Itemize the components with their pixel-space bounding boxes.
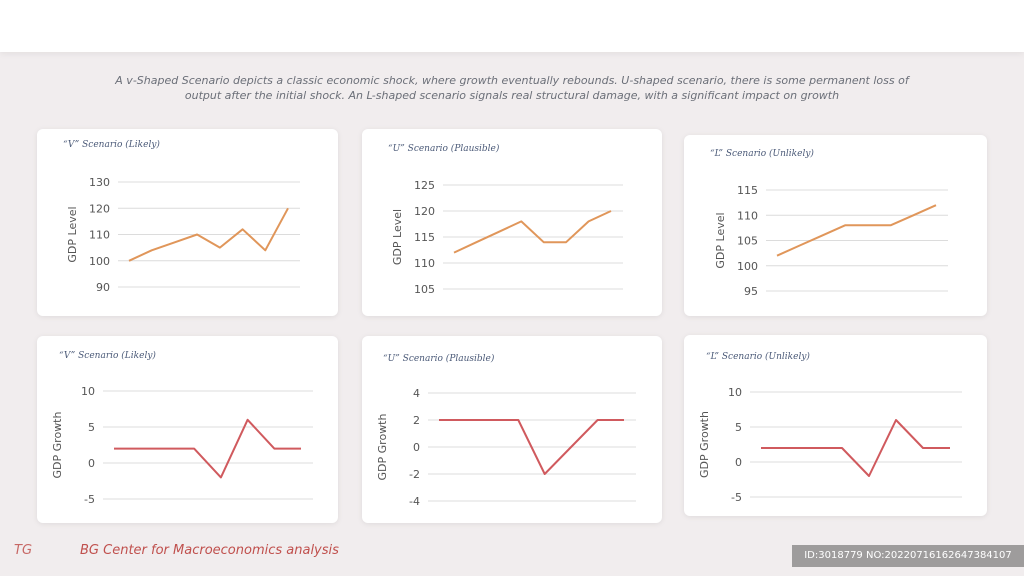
y-axis-label: GDP Growth [376,414,389,481]
y-tick-label: 125 [414,179,435,192]
series-line [453,210,612,254]
y-tick-label: 10 [81,385,95,398]
chart-title: “U” Scenario (Plausible) [383,354,495,364]
y-tick-label: 105 [414,283,435,296]
footer-prefix: TG [14,543,33,558]
y-tick-label: 110 [89,229,110,242]
y-tick-label: 5 [735,421,742,434]
chart-title: “V” Scenario (Likely) [63,140,160,150]
series-line [114,418,301,479]
y-tick-label: -5 [84,493,95,506]
y-tick-label: 100 [737,260,758,273]
line-chart: 90 100 110 120 130 GDP Level [66,176,300,294]
y-axis-label: GDP Growth [698,411,711,478]
chart-title: “U” Scenario (Plausible) [388,144,500,154]
y-tick-label: 120 [414,205,435,218]
y-axis-label: GDP Level [391,209,404,265]
y-tick-label: -2 [409,468,420,481]
y-tick-label: 110 [414,257,435,270]
top-bar [0,0,1024,52]
chart-title: “L” Scenario (Unlikely) [710,149,814,159]
y-tick-label: -5 [731,491,742,504]
y-tick-label: 0 [88,457,95,470]
y-tick-label: 2 [413,414,420,427]
y-axis-label: GDP Growth [51,412,64,479]
y-tick-label: 100 [89,255,110,268]
y-tick-label: 105 [737,235,758,248]
chart-title: “V” Scenario (Likely) [59,351,156,361]
chart-card: “U” Scenario (Plausible) -4 -2 0 2 4 GDP Growt… [362,336,662,523]
line-chart: -5 0 5 10 GDP Growth [698,386,962,504]
y-tick-label: 4 [413,387,420,400]
line-chart: 95 100 105 110 115 GDP Level [714,184,948,298]
y-tick-label: 130 [89,176,110,189]
y-tick-label: 10 [728,386,742,399]
series-line [128,207,289,262]
chart-title: “L” Scenario (Unlikely) [706,352,810,362]
y-tick-label: -4 [409,495,420,508]
line-chart: -4 -2 0 2 4 GDP Growth [376,387,636,508]
y-axis-label: GDP Level [714,212,727,268]
y-tick-label: 90 [96,281,110,294]
y-tick-label: 5 [88,421,95,434]
y-tick-label: 120 [89,202,110,215]
y-tick-label: 0 [413,441,420,454]
series-line [776,204,937,257]
y-axis-label: GDP Level [66,206,79,262]
y-tick-label: 115 [414,231,435,244]
y-tick-label: 0 [735,456,742,469]
chart-card: “L” Scenario (Unlikely) 95 100 105 110 115 GDP… [684,135,987,316]
series-line [439,419,624,475]
y-tick-label: 115 [737,184,758,197]
line-chart: -5 0 5 10 GDP Growth [51,385,313,506]
description-text: A v-Shaped Scenario depicts a classic ec… [115,74,909,102]
chart-card: “L” Scenario (Unlikely) -5 0 5 10 GDP Growth [684,335,987,516]
chart-card: “U” Scenario (Plausible) 105 110 115 120 125 G… [362,129,662,316]
y-tick-label: 95 [744,285,758,298]
chart-card: “V” Scenario (Likely) 90 100 110 120 130 GDP L… [37,129,338,316]
y-tick-label: 110 [737,209,758,222]
series-line [761,419,950,477]
footer-source: BG Center for Macroeconomics analysis [80,543,339,558]
chart-card: “V” Scenario (Likely) -5 0 5 10 GDP Growth [37,336,338,523]
line-chart: 105 110 115 120 125 GDP Level [391,179,623,296]
watermark: ID:3018779 NO:20220716162647384107 [792,545,1024,567]
